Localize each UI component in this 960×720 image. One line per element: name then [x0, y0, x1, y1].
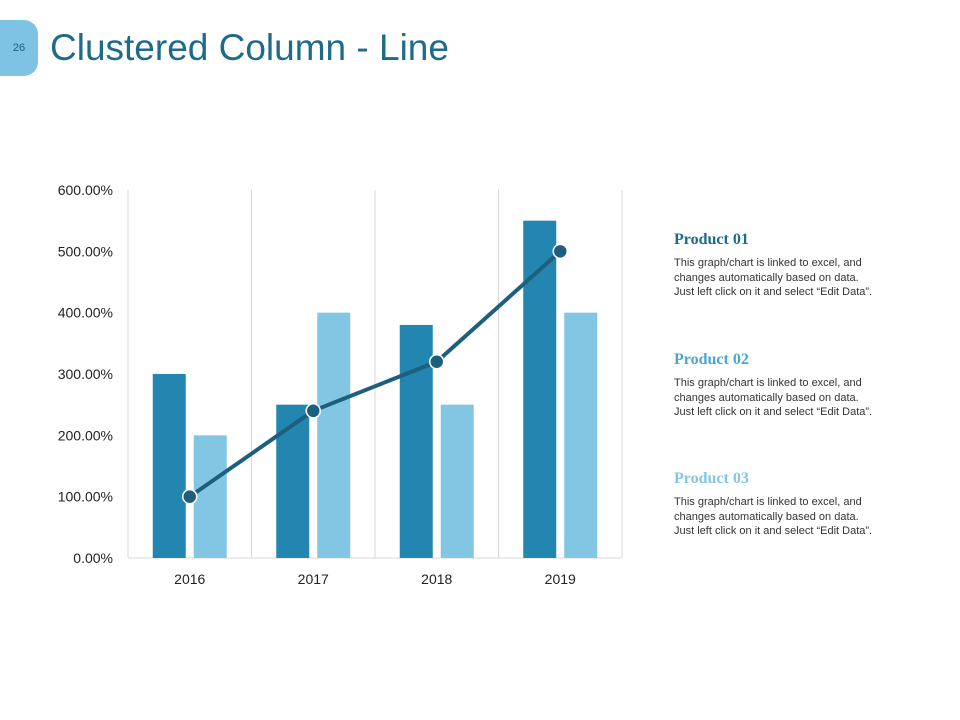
y-tick-label: 600.00%	[58, 182, 113, 198]
x-tick-label: 2017	[298, 571, 329, 587]
x-tick-label: 2016	[174, 571, 205, 587]
product-02-description: This graph/chart is linked to excel, and…	[674, 376, 924, 420]
line-point-2019	[552, 243, 568, 260]
page-title: Clustered Column - Line	[50, 27, 449, 68]
product-03-block: Product 03 This graph/chart is linked to…	[674, 469, 924, 539]
description-line: changes automatically based on data.	[674, 271, 859, 284]
product-02-block: Product 02 This graph/chart is linked to…	[674, 350, 924, 420]
line-point-2018	[429, 353, 445, 370]
page-number: 26	[12, 42, 26, 54]
description-line: Just left click on it and select “Edit D…	[674, 286, 873, 298]
description-line: changes automatically based on data.	[674, 510, 859, 523]
bar-product-02-2016	[193, 435, 227, 558]
y-tick-label: 100.00%	[58, 489, 113, 505]
product-02-title: Product 02	[674, 351, 749, 368]
page-number-badge: 26	[0, 20, 38, 76]
product-03-description: This graph/chart is linked to excel, and…	[674, 495, 924, 539]
y-tick-label: 0.00%	[73, 550, 113, 566]
description-line: Just left click on it and select “Edit D…	[674, 525, 873, 537]
bar-product-01-2018	[399, 324, 433, 558]
bar-product-01-2016	[152, 374, 186, 558]
description-line: This graph/chart is linked to excel, and	[674, 377, 862, 389]
description-line: This graph/chart is linked to excel, and	[674, 257, 862, 269]
line-series-product-03	[187, 249, 563, 499]
x-tick-label: 2019	[545, 571, 576, 587]
product-01-block: Product 01 This graph/chart is linked to…	[674, 230, 924, 300]
bar-product-01-2017	[276, 404, 310, 558]
description-line: This graph/chart is linked to excel, and	[674, 496, 862, 508]
product-01-title: Product 01	[674, 231, 749, 248]
line-point-2017	[305, 403, 321, 419]
bar-product-02-2017	[317, 312, 351, 558]
x-tick-label: 2018	[421, 571, 452, 587]
product-03-title: Product 03	[674, 470, 749, 487]
description-line: changes automatically based on data.	[674, 391, 859, 404]
description-line: Just left click on it and select “Edit D…	[674, 406, 873, 418]
product-01-description: This graph/chart is linked to excel, and…	[674, 256, 924, 300]
y-tick-label: 300.00%	[58, 366, 113, 382]
bar-product-02-2018	[440, 404, 474, 558]
line-point-2016	[182, 488, 198, 505]
y-tick-label: 500.00%	[58, 243, 113, 259]
y-tick-label: 200.00%	[58, 427, 113, 443]
y-tick-label: 400.00%	[58, 305, 113, 321]
bar-product-02-2019	[564, 312, 598, 558]
